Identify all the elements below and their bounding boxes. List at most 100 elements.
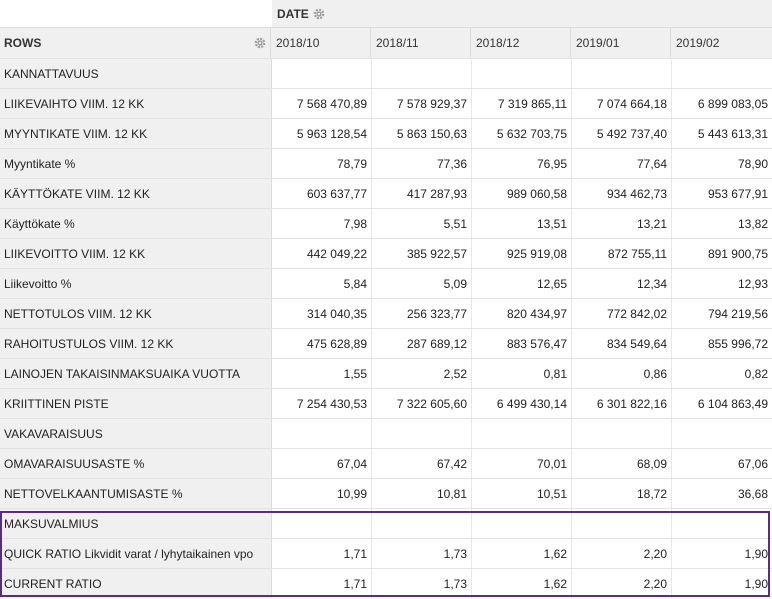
value-cell[interactable]: 1,55 [272,359,372,388]
value-cell[interactable]: 1,71 [272,569,372,598]
value-cell[interactable]: 989 060,58 [472,179,572,208]
value-cell[interactable]: 820 434,97 [472,299,572,328]
row-label[interactable]: QUICK RATIO Likvidit varat / lyhytaikain… [0,539,272,568]
value-cell[interactable]: 5,09 [372,269,472,298]
value-cell[interactable] [272,509,372,538]
row-label[interactable]: MYYNTIKATE VIIM. 12 KK [0,119,272,148]
value-cell[interactable]: 442 049,22 [272,239,372,268]
value-cell[interactable]: 1,62 [472,539,572,568]
value-cell[interactable]: 883 576,47 [472,329,572,358]
row-label[interactable]: RAHOITUSTULOS VIIM. 12 KK [0,329,272,358]
value-cell[interactable]: 2,20 [572,569,672,598]
value-cell[interactable] [572,59,672,88]
value-cell[interactable]: 256 323,77 [372,299,472,328]
value-cell[interactable] [572,509,672,538]
column-header[interactable]: 2019/01 [571,28,671,58]
row-label[interactable]: KÄYTTÖKATE VIIM. 12 KK [0,179,272,208]
value-cell[interactable]: 0,86 [572,359,672,388]
value-cell[interactable]: 891 900,75 [707,246,768,261]
value-cell[interactable] [272,59,372,88]
value-cell[interactable]: 36,68 [737,486,768,501]
value-cell[interactable]: 287 689,12 [372,329,472,358]
value-cell[interactable]: 10,99 [272,479,372,508]
value-cell[interactable]: 67,42 [372,449,472,478]
column-header[interactable]: 2018/10 [271,28,371,58]
value-cell[interactable]: 7 578 929,37 [372,89,472,118]
value-cell[interactable]: 872 755,11 [572,239,672,268]
row-label[interactable]: NETTOVELKAANTUMISASTE % [0,479,272,508]
row-label[interactable]: Liikevoitto % [0,269,272,298]
value-cell[interactable] [372,509,472,538]
value-cell[interactable]: 603 637,77 [272,179,372,208]
row-label[interactable]: LAINOJEN TAKAISINMAKSUAIKA VUOTTA [0,359,272,388]
gear-icon[interactable] [254,37,266,49]
value-cell[interactable]: 68,09 [572,449,672,478]
value-cell[interactable]: 13,21 [572,209,672,238]
value-cell[interactable]: 5 863 150,63 [372,119,472,148]
gear-icon[interactable] [313,8,325,20]
value-cell[interactable] [272,419,372,448]
value-cell[interactable] [672,509,772,538]
value-cell[interactable]: 834 549,64 [572,329,672,358]
value-cell[interactable]: 772 842,02 [572,299,672,328]
value-cell[interactable]: 7 254 430,53 [272,389,372,418]
row-label[interactable]: LIIKEVAIHTO VIIM. 12 KK [0,89,272,118]
value-cell[interactable] [472,509,572,538]
value-cell[interactable]: 12,93 [737,276,768,291]
value-cell[interactable]: 77,36 [372,149,472,178]
value-cell[interactable]: 385 922,57 [372,239,472,268]
value-cell[interactable] [672,419,772,448]
value-cell[interactable] [472,419,572,448]
value-cell[interactable]: 0,82 [744,366,768,381]
value-cell[interactable]: 5,51 [372,209,472,238]
value-cell[interactable]: 78,79 [272,149,372,178]
value-cell[interactable]: 77,64 [572,149,672,178]
rows-axis-header[interactable]: ROWS [0,28,271,58]
value-cell[interactable]: 7 568 470,89 [272,89,372,118]
value-cell[interactable]: 76,95 [472,149,572,178]
value-cell[interactable]: 1,90 [744,546,768,561]
value-cell[interactable]: 1,90 [744,576,768,591]
value-cell[interactable]: 7 074 664,18 [572,89,672,118]
value-cell[interactable]: 7 322 605,60 [372,389,472,418]
value-cell[interactable]: 67,04 [272,449,372,478]
value-cell[interactable]: 855 996,72 [707,336,768,351]
row-label[interactable]: NETTOTULOS VIIM. 12 KK [0,299,272,328]
row-label[interactable]: LIIKEVOITTO VIIM. 12 KK [0,239,272,268]
column-header[interactable]: 2019/02 [676,36,720,50]
value-cell[interactable]: 5 443 613,31 [697,126,768,141]
value-cell[interactable] [372,419,472,448]
value-cell[interactable] [372,59,472,88]
value-cell[interactable]: 67,06 [737,456,768,471]
value-cell[interactable]: 5 492 737,40 [572,119,672,148]
value-cell[interactable]: 7 319 865,11 [472,89,572,118]
value-cell[interactable]: 953 677,91 [707,186,768,201]
value-cell[interactable]: 13,51 [472,209,572,238]
value-cell[interactable]: 18,72 [572,479,672,508]
value-cell[interactable]: 78,90 [737,156,768,171]
value-cell[interactable]: 6 499 430,14 [472,389,572,418]
value-cell[interactable]: 6 899 083,05 [697,96,768,111]
row-label[interactable]: KANNATTAVUUS [0,59,272,88]
value-cell[interactable]: 70,01 [472,449,572,478]
value-cell[interactable]: 6 301 822,16 [572,389,672,418]
value-cell[interactable]: 5 632 703,75 [472,119,572,148]
value-cell[interactable]: 0,81 [472,359,572,388]
value-cell[interactable]: 6 104 863,49 [697,396,768,411]
row-label[interactable]: VAKAVARAISUUS [0,419,272,448]
row-label[interactable]: Käyttökate % [0,209,272,238]
value-cell[interactable]: 934 462,73 [572,179,672,208]
value-cell[interactable]: 475 628,89 [272,329,372,358]
value-cell[interactable]: 13,82 [737,216,768,231]
column-header[interactable]: 2018/11 [371,28,471,58]
value-cell[interactable]: 417 287,93 [372,179,472,208]
column-header[interactable]: 2018/12 [471,28,571,58]
value-cell[interactable]: 7,98 [272,209,372,238]
value-cell[interactable]: 314 040,35 [272,299,372,328]
value-cell[interactable]: 12,34 [572,269,672,298]
value-cell[interactable]: 5 963 128,54 [272,119,372,148]
value-cell[interactable] [472,59,572,88]
date-axis-header[interactable]: DATE [272,0,772,27]
value-cell[interactable]: 1,71 [272,539,372,568]
value-cell[interactable]: 1,73 [372,539,472,568]
